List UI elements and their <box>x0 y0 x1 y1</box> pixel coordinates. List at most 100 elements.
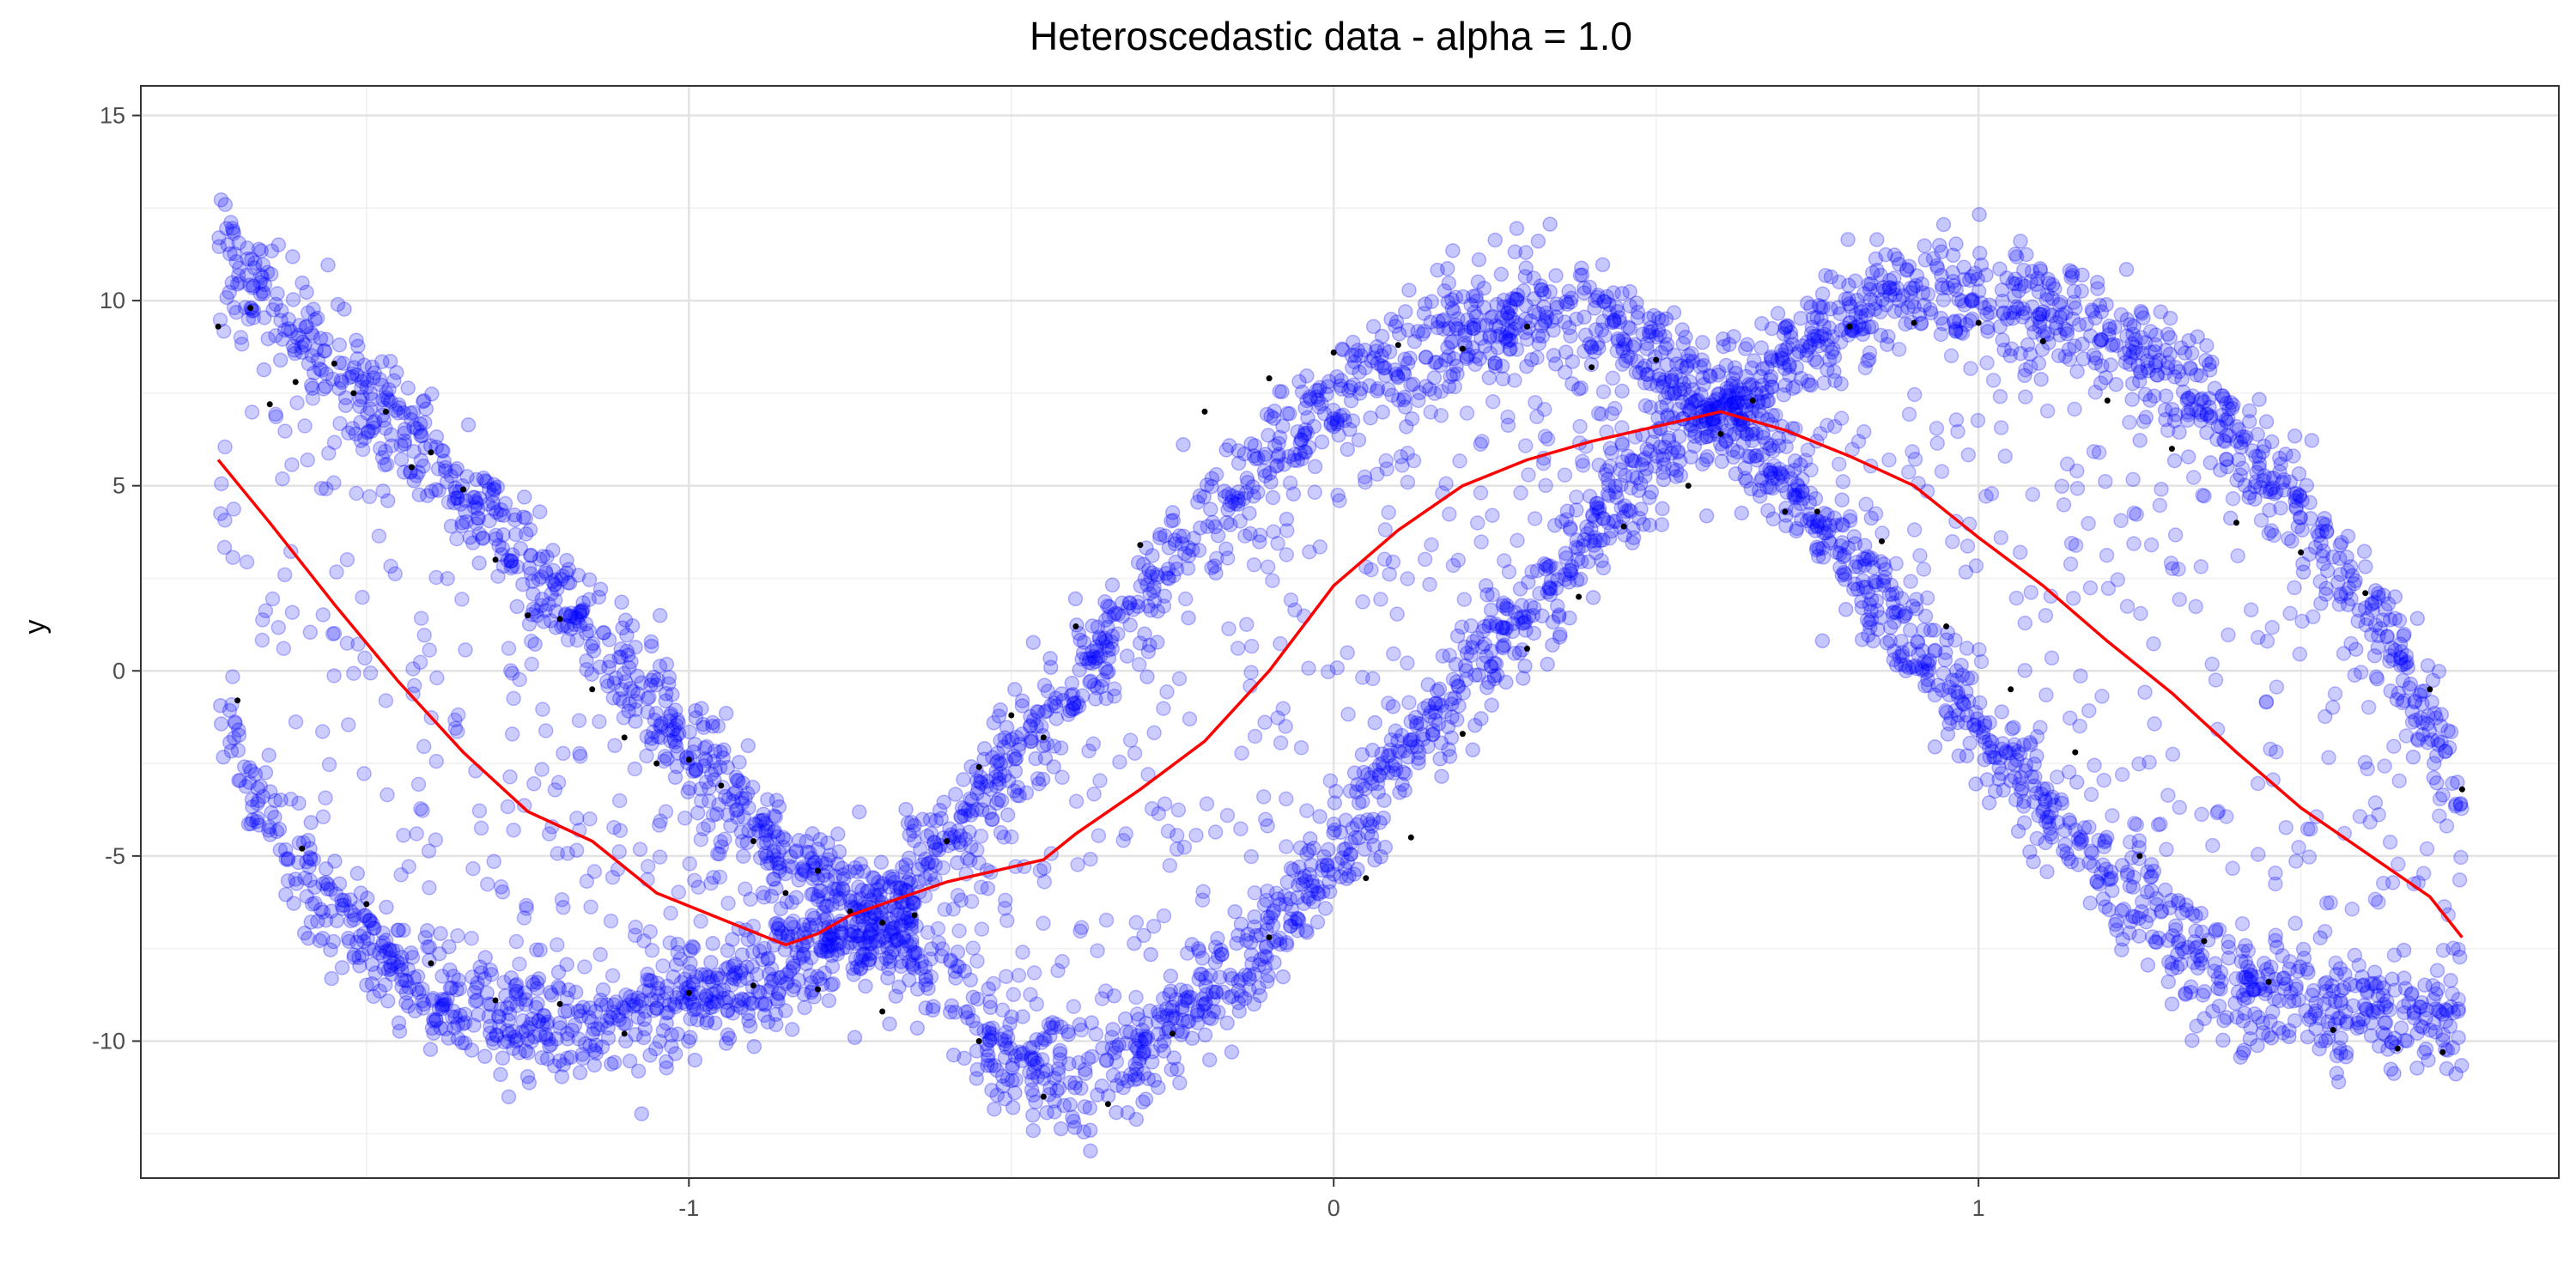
scatter-point <box>1908 601 1924 617</box>
scatter-point <box>361 423 377 439</box>
scatter-point <box>2083 787 2099 803</box>
scatter-point <box>413 428 428 444</box>
scatter-point <box>709 806 725 822</box>
scatter-point <box>1433 408 1449 423</box>
scatter-point <box>2239 982 2255 998</box>
scatter-point <box>2123 914 2139 930</box>
scatter-point <box>525 975 540 990</box>
scatter-point <box>805 886 821 902</box>
scatter-point <box>268 328 283 343</box>
scatter-point <box>1762 479 1778 495</box>
scatter-point <box>1404 410 1420 427</box>
scatter-point <box>564 1022 580 1038</box>
scatter-point <box>2430 1003 2446 1018</box>
scatter-point <box>572 604 588 619</box>
scatter-point <box>285 292 301 307</box>
scatter-point <box>1279 839 1294 854</box>
scatter-point <box>515 576 531 592</box>
scatter-point <box>1869 232 1885 247</box>
scatter-point <box>1097 594 1113 610</box>
scatter-point <box>981 1048 996 1064</box>
scatter-point <box>1886 303 1903 319</box>
scatter-point <box>1104 1030 1120 1045</box>
scatter-point <box>1583 340 1600 355</box>
scatter-point <box>2333 1045 2348 1061</box>
scatter-point <box>349 332 364 348</box>
scatter-point <box>746 1039 762 1054</box>
scatter-point <box>1208 565 1224 581</box>
scatter-point <box>251 241 267 258</box>
scatter-point <box>1518 245 1534 260</box>
scatter-point <box>1635 361 1650 376</box>
scatter-point <box>1699 428 1716 445</box>
scatter-point <box>300 305 316 321</box>
scatter-point <box>1055 693 1072 708</box>
scatter-point <box>1471 252 1487 268</box>
scatter-point <box>416 415 433 430</box>
scatter-point <box>1420 738 1436 755</box>
scatter-point <box>2294 613 2310 629</box>
scatter-point <box>1163 1061 1179 1078</box>
scatter-point <box>2229 1009 2245 1025</box>
scatter-point <box>2004 721 2020 737</box>
scatter-point <box>2307 1005 2323 1022</box>
scatter-point <box>1678 329 1693 345</box>
scatter-point <box>2136 310 2151 325</box>
scatter-point <box>1745 426 1760 442</box>
scatter-point <box>625 683 641 699</box>
scatter-point <box>2445 1040 2461 1056</box>
scatter-point <box>1218 442 1234 458</box>
scatter-point <box>781 858 797 874</box>
scatter-point <box>1340 441 1356 458</box>
scatter-point <box>2358 559 2373 574</box>
scatter-point <box>216 750 231 765</box>
scatter-point <box>1268 459 1285 474</box>
scatter-point <box>2215 1032 2231 1048</box>
scatter-point <box>349 485 364 501</box>
scatter-point <box>2353 1019 2368 1035</box>
scatter-point <box>1137 626 1152 642</box>
scatter-point <box>2426 1015 2442 1031</box>
scatter-point <box>1286 453 1302 468</box>
scatter-point <box>873 854 890 870</box>
scatter-point <box>2238 969 2253 985</box>
scatter-point <box>1062 1097 1078 1113</box>
scatter-point <box>2008 249 2025 264</box>
scatter-point <box>1992 389 2008 404</box>
scatter-point <box>352 928 368 944</box>
scatter-point <box>1274 384 1290 400</box>
scatter-point <box>1898 663 1914 679</box>
scatter-point <box>1249 927 1264 944</box>
scatter-point <box>1509 342 1525 357</box>
scatter-point <box>1737 471 1753 486</box>
scatter-point <box>1145 548 1160 563</box>
scatter-point <box>2376 980 2391 996</box>
scatter-point <box>728 769 744 786</box>
scatter-point <box>1188 828 1204 843</box>
scatter-point <box>2022 844 2038 860</box>
scatter-point <box>1948 236 1964 252</box>
scatter-point <box>2083 843 2099 860</box>
scatter-point <box>1346 377 1362 393</box>
scatter-point <box>1951 748 1967 764</box>
scatter-point <box>367 365 382 380</box>
scatter-point <box>696 720 712 735</box>
scatter-point <box>2318 523 2335 539</box>
scatter-point <box>1348 784 1364 800</box>
scatter-point <box>1907 658 1923 674</box>
scatter-point <box>2157 882 2173 898</box>
scatter-point <box>2165 561 2180 576</box>
scatter-point <box>1470 274 1486 290</box>
scatter-point <box>1083 851 1098 867</box>
scatter-point <box>2409 1025 2425 1041</box>
scatter-point <box>1549 300 1564 316</box>
scatter-point <box>1139 669 1155 684</box>
scatter-point <box>2132 433 2148 448</box>
scatter-point <box>2337 966 2353 982</box>
scatter-point <box>2233 953 2249 969</box>
scatter-point <box>851 804 867 820</box>
scatter-point <box>652 849 668 865</box>
scatter-point <box>1319 386 1334 403</box>
scatter-point <box>493 1066 508 1083</box>
scatter-point <box>1170 802 1187 818</box>
